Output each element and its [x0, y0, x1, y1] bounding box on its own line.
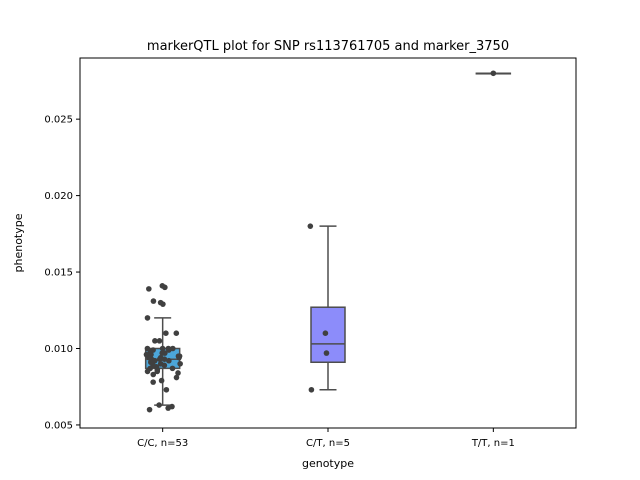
y-tick-label: 0.010	[44, 344, 73, 355]
data-point	[156, 402, 162, 408]
data-point	[490, 70, 497, 77]
plot-marks	[143, 70, 512, 413]
y-axis: 0.005 0.010 0.015 0.020 0.025	[44, 115, 80, 431]
data-point	[165, 405, 171, 411]
data-point	[162, 284, 168, 291]
data-point	[177, 360, 183, 367]
y-tick-label: 0.015	[44, 268, 73, 279]
x-tick-label: T/T, n=1	[471, 438, 515, 449]
data-point	[307, 223, 314, 229]
data-point	[154, 368, 161, 375]
data-point	[144, 315, 151, 321]
data-point	[323, 350, 330, 356]
data-point	[173, 330, 180, 337]
box-group	[143, 283, 183, 413]
x-tick-label: C/C, n=53	[137, 438, 188, 449]
data-point	[146, 406, 153, 413]
chart-title: markerQTL plot for SNP rs113761705 and m…	[147, 39, 509, 54]
x-axis: C/C, n=53 C/T, n=5 T/T, n=1	[137, 428, 515, 449]
data-point	[166, 347, 172, 353]
data-point	[163, 330, 169, 337]
data-point	[156, 356, 163, 362]
y-tick-label: 0.025	[44, 115, 73, 126]
data-point	[152, 338, 158, 344]
data-point	[322, 330, 329, 337]
data-point	[163, 386, 170, 393]
data-point	[161, 362, 168, 369]
data-point	[169, 365, 176, 372]
data-point	[158, 377, 165, 384]
data-point	[159, 350, 166, 356]
box-group	[307, 223, 346, 393]
y-axis-label: phenotype	[12, 213, 25, 272]
box-group	[475, 70, 512, 77]
plot-frame	[79, 57, 577, 429]
data-point	[161, 356, 168, 362]
data-point	[144, 368, 151, 375]
data-point	[308, 386, 315, 393]
data-point	[150, 371, 157, 378]
data-point	[160, 301, 166, 307]
y-tick-label: 0.020	[44, 191, 73, 202]
data-point	[175, 370, 181, 376]
y-tick-label: 0.005	[44, 420, 73, 431]
data-point	[159, 345, 166, 352]
x-tick-label: C/T, n=5	[306, 438, 350, 449]
data-point	[166, 357, 172, 364]
data-point	[146, 286, 152, 292]
data-point	[156, 338, 163, 344]
data-point	[150, 379, 156, 385]
data-point	[173, 374, 180, 381]
data-point	[176, 354, 182, 361]
data-point	[150, 298, 157, 304]
x-axis-label: genotype	[302, 457, 354, 470]
